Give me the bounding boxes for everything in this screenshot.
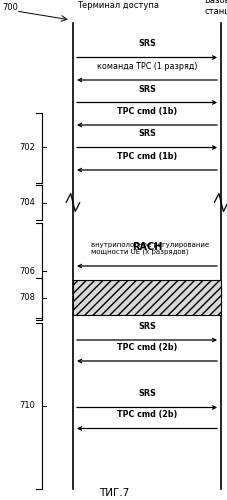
Text: 702: 702 <box>19 143 35 152</box>
Text: 700: 700 <box>2 3 18 12</box>
Text: Терминал доступа: Терминал доступа <box>77 2 159 11</box>
Text: RACH: RACH <box>131 242 162 252</box>
Text: SRS: SRS <box>138 84 155 94</box>
Text: команда ТРС (1 разряд): команда ТРС (1 разряд) <box>96 62 196 71</box>
Text: внутриполосное регулирование
мощности UE (х разрядов): внутриполосное регулирование мощности UE… <box>91 242 208 255</box>
Bar <box>73 280 220 315</box>
Text: 710: 710 <box>19 401 35 410</box>
Text: TPC cmd (1b): TPC cmd (1b) <box>116 152 176 161</box>
Text: TPC cmd (2b): TPC cmd (2b) <box>116 410 176 420</box>
Text: 706: 706 <box>19 267 35 276</box>
Text: SRS: SRS <box>138 322 155 331</box>
Text: ΤИГ.7: ΤИГ.7 <box>99 488 128 498</box>
Text: Базовая
станция: Базовая станция <box>203 0 227 16</box>
Text: TPC cmd (1b): TPC cmd (1b) <box>116 107 176 116</box>
Text: TPC cmd (2b): TPC cmd (2b) <box>116 343 176 352</box>
Text: SRS: SRS <box>138 390 155 398</box>
Text: SRS: SRS <box>138 130 155 138</box>
Text: 708: 708 <box>19 293 35 302</box>
Text: SRS: SRS <box>138 40 155 48</box>
Text: 704: 704 <box>19 198 35 207</box>
